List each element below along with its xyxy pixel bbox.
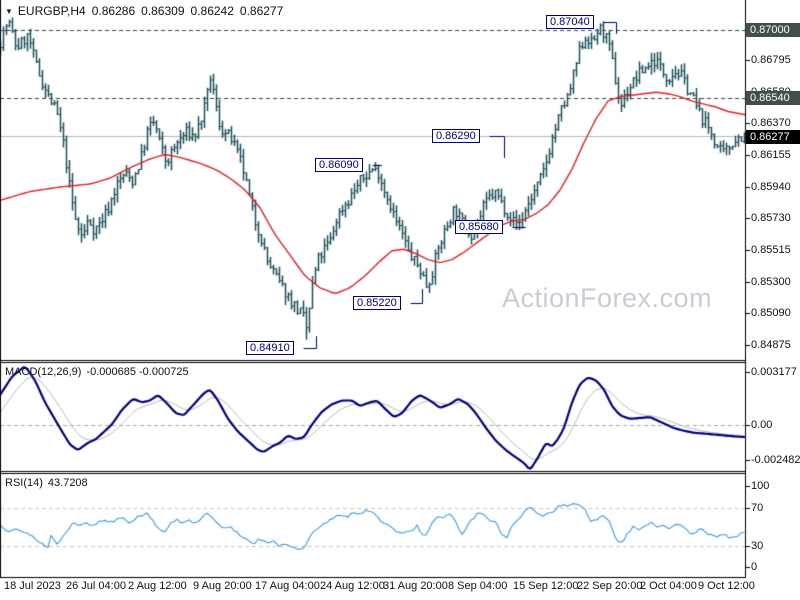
price-axis-label: 100: [751, 480, 770, 492]
time-axis-label: 2 Aug 12:00: [128, 580, 187, 592]
price-axis-label: 0.85515: [751, 244, 791, 256]
time-axis-label: 24 Aug 12:00: [320, 580, 385, 592]
price-level-tag[interactable]: 0.85680: [455, 220, 503, 234]
current-price-axis-label: 0.86277: [746, 130, 800, 144]
price-axis-label: 0.86370: [751, 117, 791, 129]
highlighted-price-axis-label: 0.86540: [746, 91, 800, 105]
chart-header: ▼ EURGBP,H4 0.86286 0.86309 0.86242 0.86277: [5, 4, 283, 18]
time-axis-label: 9 Aug 20:00: [193, 580, 252, 592]
price-axis-label: 70: [751, 502, 764, 514]
time-axis-label: 2 Oct 04:00: [640, 580, 697, 592]
price-axis-label: 0.00: [751, 419, 773, 431]
time-axis-label: 26 Jul 04:00: [66, 580, 126, 592]
price-axis-label: 0.85300: [751, 276, 791, 288]
ohlc-high-value: 0.86309: [141, 4, 185, 18]
rsi-indicator-label: RSI(14) 43.7208: [5, 477, 88, 489]
price-axis-label: -0.002482: [751, 454, 800, 466]
ohlc-close-value: 0.86277: [239, 4, 284, 18]
price-axis-label: 0.85090: [751, 307, 791, 319]
price-axis-label: 0.86795: [751, 54, 791, 66]
price-axis-label: 0.85940: [751, 181, 791, 193]
time-axis-label: 15 Sep 12:00: [513, 580, 579, 592]
macd-values: -0.000685 -0.000725: [86, 366, 189, 378]
price-axis-label: 0.86155: [751, 149, 791, 161]
price-axis-label: 0.84875: [751, 339, 791, 351]
time-axis-label: 18 Jul 2023: [4, 580, 61, 592]
time-axis-label: 8 Sep 04:00: [448, 580, 508, 592]
price-level-tag[interactable]: 0.87040: [546, 15, 594, 29]
price-axis-label: 0.003177: [751, 366, 797, 378]
price-axis-label: 0.85730: [751, 212, 791, 224]
rsi-value: 43.7208: [47, 477, 88, 489]
price-level-tag[interactable]: 0.84910: [246, 341, 294, 355]
highlighted-price-axis-label: 0.87000: [746, 23, 800, 37]
macd-name: MACD(12,26,9): [5, 366, 82, 378]
symbol-dropdown-icon[interactable]: ▼: [5, 7, 13, 16]
macd-indicator-label: MACD(12,26,9) -0.000685 -0.000725: [5, 366, 189, 378]
rsi-name: RSI(14): [5, 477, 43, 489]
price-axis-label: 0: [751, 561, 758, 573]
watermark: ActionForex.com: [502, 283, 713, 313]
price-axis-label: 30: [751, 540, 764, 552]
time-axis-label: 31 Aug 20:00: [383, 580, 448, 592]
price-level-tag[interactable]: 0.86090: [315, 158, 363, 172]
price-level-tag[interactable]: 0.86290: [432, 129, 480, 143]
ohlc-low-value: 0.86242: [190, 4, 234, 18]
time-axis-label: 17 Aug 04:00: [255, 580, 320, 592]
price-level-tag[interactable]: 0.85220: [353, 296, 401, 310]
ohlc-open-value: 0.86286: [91, 4, 136, 18]
time-axis-label: 9 Oct 12:00: [698, 580, 755, 592]
time-axis-label: 22 Sep 20:00: [577, 580, 643, 592]
symbol-timeframe-label: EURGBP,H4: [17, 4, 86, 18]
